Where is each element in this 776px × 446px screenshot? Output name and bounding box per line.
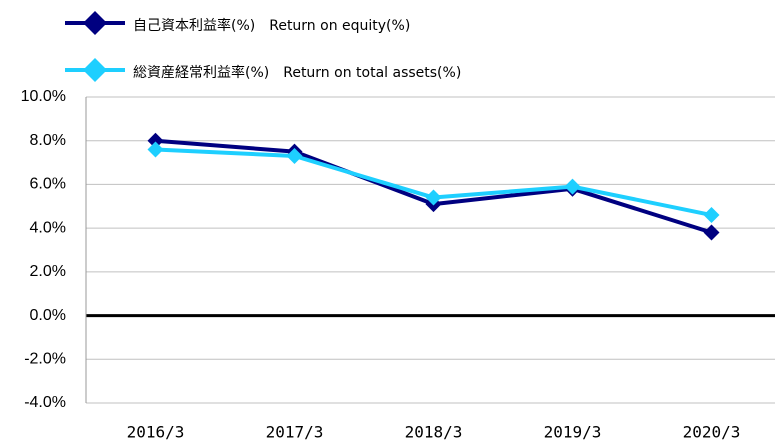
data-point [286,148,303,165]
y-tick-label: 2.0% [30,263,66,280]
x-tick-label: 2016/3 [127,423,185,442]
y-tick-label: 0.0% [30,307,66,324]
y-tick-label: 6.0% [30,176,66,193]
legend-label: 自己資本利益率(%) Return on equity(%) [133,17,410,34]
y-tick-label: -4.0% [24,394,66,411]
data-point [564,178,581,195]
legend-marker [83,11,107,35]
data-point [147,132,164,149]
y-tick-label: 8.0% [30,132,66,149]
x-tick-label: 2019/3 [544,423,602,442]
data-point [703,207,720,224]
data-point [147,141,164,158]
y-tick-label: 10.0% [21,88,66,105]
y-tick-label: -2.0% [24,351,66,368]
x-tick-label: 2017/3 [266,423,324,442]
legend-label: 総資産経常利益率(%) Return on total assets(%) [133,64,461,81]
data-point [425,189,442,206]
y-tick-label: 4.0% [30,219,66,236]
x-tick-label: 2018/3 [405,423,463,442]
x-tick-label: 2020/3 [683,423,741,442]
data-point [703,224,720,241]
legend-marker [83,58,107,82]
